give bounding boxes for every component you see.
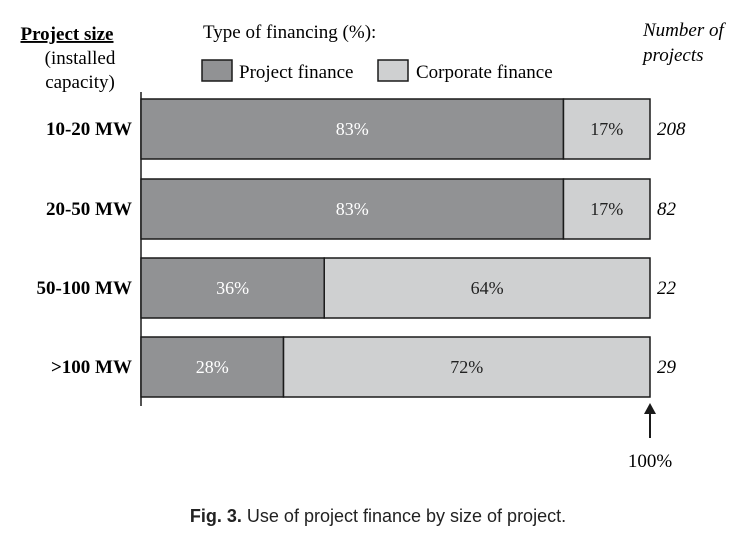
bar-row-50-100-mw: 50-100 MW 36% 64% 22 (36, 257, 677, 319)
caption-text: Use of project finance by size of projec… (246, 506, 567, 526)
data-label-project-finance: 36% (216, 278, 249, 298)
project-count-label: 82 (657, 199, 677, 220)
project-count-label: 22 (657, 278, 677, 299)
bars-group: 10-20 MW 83% 17% 208 20-50 MW 83% 17% 82 50-100 … (36, 98, 686, 398)
data-label-corporate-finance: 17% (590, 199, 623, 219)
project-size-subtitle-line2: capacity) (45, 72, 115, 93)
arrow-up-icon (644, 403, 656, 414)
bar-segment-corporate-finance (562, 98, 651, 160)
bar-row-20-50-mw: 20-50 MW 83% 17% 82 (46, 178, 677, 240)
project-count-label: 208 (657, 119, 686, 140)
legend-swatch-project-finance (201, 59, 233, 82)
category-label: 10-20 MW (46, 119, 132, 140)
data-label-corporate-finance: 72% (450, 357, 483, 377)
data-label-project-finance: 83% (336, 199, 369, 219)
category-label: >100 MW (51, 357, 132, 378)
bar-segment-corporate-finance (323, 257, 651, 319)
legend-label-project-finance: Project finance (239, 62, 353, 83)
number-of-projects-title-line1: Number of (642, 20, 726, 41)
project-count-label: 29 (657, 357, 677, 378)
bar-segment-corporate-finance (562, 178, 651, 240)
bar-row-100-mw: >100 MW 28% 72% 29 (51, 336, 677, 398)
number-of-projects-title-line2: projects (641, 45, 704, 66)
data-label-project-finance: 83% (336, 119, 369, 139)
bar-segment-corporate-finance (282, 336, 651, 398)
data-label-corporate-finance: 64% (471, 278, 504, 298)
stacked-bar-chart: Project size (installed capacity) Type o… (20, 20, 726, 472)
data-label-project-finance: 28% (196, 357, 229, 377)
legend-swatch-corporate-finance (377, 59, 409, 82)
figure-caption: Fig. 3. Use of project finance by size o… (0, 506, 756, 527)
caption-label: Fig. 3. (189, 506, 242, 526)
data-label-corporate-finance: 17% (590, 119, 623, 139)
full-scale-label: 100% (628, 451, 673, 472)
financing-type-title: Type of financing (%): (203, 22, 376, 43)
category-label: 20-50 MW (46, 199, 132, 220)
legend: Project finance Corporate finance (201, 59, 553, 83)
bar-row-10-20-mw: 10-20 MW 83% 17% 208 (46, 98, 686, 160)
category-label: 50-100 MW (36, 278, 132, 299)
project-size-title: Project size (20, 24, 113, 45)
legend-label-corporate-finance: Corporate finance (416, 62, 553, 83)
bar-segment-project-finance (140, 178, 565, 240)
project-size-subtitle-line1: (installed (45, 48, 116, 69)
